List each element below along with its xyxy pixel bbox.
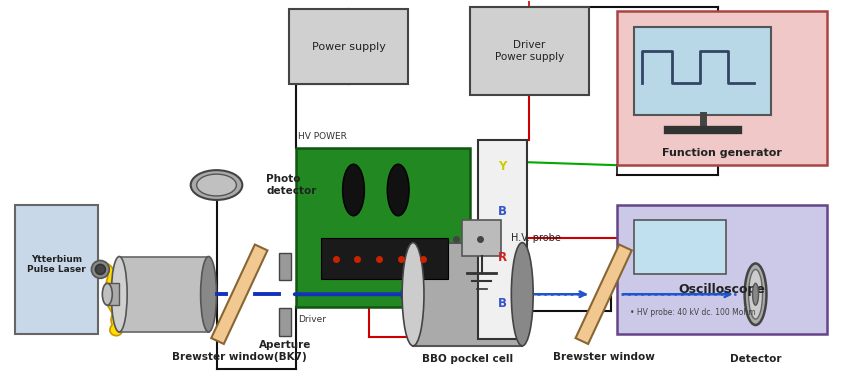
Bar: [120, 256, 209, 332]
Text: Function generator: Function generator: [662, 148, 781, 158]
Ellipse shape: [402, 243, 424, 346]
Text: H.V. probe: H.V. probe: [511, 233, 562, 243]
Bar: [634, 27, 771, 115]
Polygon shape: [576, 245, 632, 344]
Bar: [279, 253, 291, 280]
Bar: [470, 7, 589, 95]
Bar: [107, 283, 120, 305]
Bar: [15, 205, 99, 334]
Bar: [634, 220, 726, 274]
Bar: [289, 9, 408, 84]
Text: HV POWER: HV POWER: [298, 132, 347, 141]
Ellipse shape: [95, 264, 105, 274]
Bar: [279, 308, 291, 336]
Ellipse shape: [387, 164, 409, 216]
Bar: [296, 148, 470, 307]
Bar: [413, 243, 522, 346]
Text: Driver
Power supply: Driver Power supply: [494, 40, 564, 62]
Text: Photo
detector: Photo detector: [266, 174, 317, 196]
Text: Driver: Driver: [298, 315, 326, 323]
Text: Brewster window(BK7): Brewster window(BK7): [172, 352, 306, 362]
Ellipse shape: [511, 243, 533, 346]
Text: Power supply: Power supply: [312, 42, 386, 51]
Text: • HV probe: 40 kV dc. 100 Mohm: • HV probe: 40 kV dc. 100 Mohm: [631, 307, 756, 317]
Ellipse shape: [343, 164, 365, 216]
Text: BBO pockel cell: BBO pockel cell: [422, 354, 514, 364]
Text: Y: Y: [498, 160, 507, 173]
Text: Oscilloscope: Oscilloscope: [679, 283, 765, 296]
Text: Ytterbium
Pulse Laser: Ytterbium Pulse Laser: [27, 255, 86, 274]
Ellipse shape: [103, 283, 112, 305]
Ellipse shape: [753, 283, 759, 305]
Text: B: B: [498, 205, 507, 218]
Bar: [321, 238, 448, 279]
Ellipse shape: [111, 256, 127, 332]
Bar: [461, 220, 501, 256]
Bar: [616, 11, 827, 165]
Ellipse shape: [744, 264, 766, 325]
Ellipse shape: [197, 174, 237, 196]
Ellipse shape: [92, 261, 109, 279]
Text: Brewster window: Brewster window: [552, 352, 654, 362]
Ellipse shape: [749, 269, 763, 319]
Bar: [616, 205, 827, 334]
Text: B: B: [498, 297, 507, 310]
Text: Aperture: Aperture: [258, 340, 312, 350]
Text: Detector: Detector: [730, 354, 781, 364]
Ellipse shape: [200, 256, 216, 332]
Text: R: R: [498, 251, 507, 264]
Polygon shape: [211, 245, 268, 344]
Ellipse shape: [190, 170, 242, 200]
Bar: [477, 140, 527, 339]
